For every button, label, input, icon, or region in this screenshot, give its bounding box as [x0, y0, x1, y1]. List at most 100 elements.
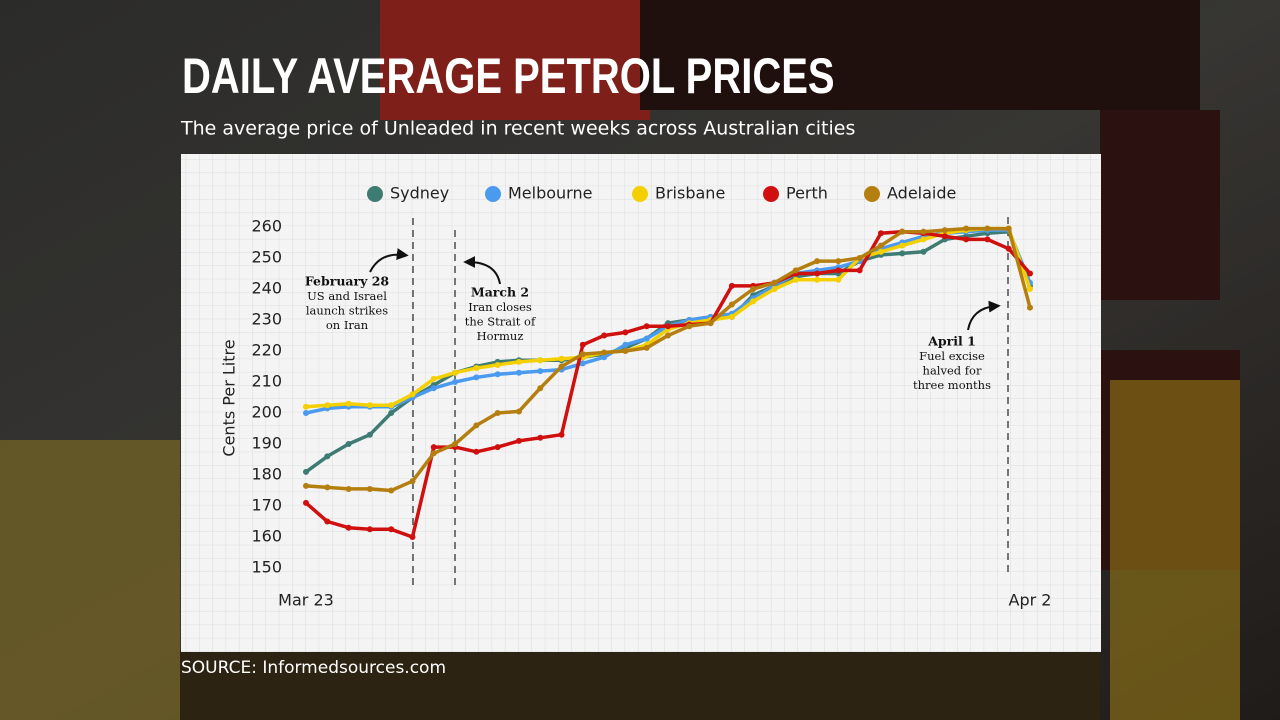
data-point	[537, 357, 544, 364]
data-point	[452, 369, 459, 376]
data-point	[515, 358, 522, 365]
data-point	[473, 448, 480, 455]
data-point	[643, 344, 650, 351]
data-point	[963, 225, 970, 232]
data-point	[877, 248, 884, 255]
event-markers	[369, 217, 1009, 585]
source: SOURCE: Informedsources.com	[181, 658, 446, 678]
data-point	[558, 431, 565, 438]
data-point	[1027, 286, 1033, 292]
data-point	[388, 487, 395, 494]
data-point	[303, 482, 309, 489]
data-point	[750, 286, 757, 292]
data-point	[835, 267, 842, 274]
legend-swatch	[632, 186, 648, 202]
data-point	[537, 385, 544, 392]
data-point	[601, 332, 608, 339]
data-point	[856, 267, 863, 274]
y-tick-label: 230	[251, 310, 282, 329]
legend-label: Adelaide	[887, 184, 956, 203]
data-point	[856, 255, 863, 261]
data-point	[835, 258, 842, 265]
data-point	[473, 365, 480, 372]
data-point	[558, 363, 565, 370]
data-point	[579, 351, 586, 358]
annotation-title: February 28	[305, 274, 390, 289]
x-tick-label: Apr 2	[1009, 591, 1052, 610]
data-point	[899, 250, 906, 257]
data-point	[409, 534, 416, 540]
data-point	[728, 313, 735, 320]
data-point	[324, 453, 331, 460]
legend-label: Sydney	[390, 184, 449, 203]
data-point	[877, 242, 884, 249]
series	[303, 225, 1033, 494]
data-point	[814, 270, 821, 277]
data-point	[643, 335, 650, 342]
data-point	[728, 282, 735, 289]
y-tick-label: 260	[251, 217, 282, 236]
data-point	[792, 276, 799, 283]
data-point	[303, 499, 309, 506]
data-point	[537, 368, 544, 375]
data-point	[452, 441, 459, 447]
annotation-text: launch strikes	[306, 304, 388, 318]
data-point	[303, 403, 309, 410]
data-point	[941, 233, 948, 240]
annotation-text: three months	[913, 378, 991, 392]
chart-title: DAILY AVERAGE PETROL PRICES	[182, 48, 835, 104]
y-tick-label: 180	[251, 465, 282, 484]
annotation-text: halved for	[923, 364, 982, 378]
data-point	[409, 478, 416, 485]
data-point	[750, 298, 757, 305]
series	[303, 225, 1033, 410]
data-point	[388, 526, 395, 533]
annotation-title: March 2	[471, 285, 529, 300]
y-tick-label: 190	[251, 434, 282, 453]
data-point	[1005, 225, 1012, 232]
data-point	[345, 400, 352, 407]
arrow	[369, 248, 409, 273]
data-point	[345, 485, 352, 492]
data-point	[494, 371, 501, 378]
data-point	[665, 332, 671, 339]
data-point	[409, 391, 416, 398]
data-point	[941, 227, 948, 234]
data-point	[324, 518, 331, 525]
data-point	[771, 286, 778, 292]
y-tick-label: 220	[251, 341, 282, 360]
data-point	[814, 276, 821, 283]
chart-subtitle: The average price of Unleaded in recent …	[180, 118, 855, 140]
data-point	[388, 410, 395, 416]
data-point	[601, 349, 608, 356]
y-tick-label: 160	[251, 527, 282, 546]
data-point	[494, 444, 501, 451]
data-point	[877, 230, 884, 237]
data-point	[537, 434, 544, 441]
data-point	[665, 323, 671, 330]
data-point	[303, 410, 309, 416]
data-point	[430, 450, 437, 457]
y-tick-label: 170	[251, 496, 282, 515]
x-tick-label: Mar 23	[278, 591, 334, 610]
data-point	[920, 228, 927, 235]
annotation-text: the Strait of	[465, 315, 536, 329]
y-tick-label: 210	[251, 372, 282, 391]
data-point	[579, 360, 586, 367]
legend-swatch	[485, 186, 501, 202]
y-tick-label: 150	[251, 558, 282, 577]
data-point	[494, 361, 501, 368]
legend-swatch	[763, 186, 779, 202]
y-tick-label: 250	[251, 248, 282, 267]
data-point	[622, 348, 629, 354]
data-point	[515, 408, 522, 415]
data-point	[366, 431, 373, 438]
data-point	[452, 379, 459, 385]
y-tick-label: 240	[251, 279, 282, 298]
data-point	[835, 276, 842, 283]
legend-label: Melbourne	[508, 184, 592, 203]
legend-label: Perth	[786, 184, 828, 203]
data-point	[622, 329, 629, 336]
data-point	[984, 236, 991, 243]
